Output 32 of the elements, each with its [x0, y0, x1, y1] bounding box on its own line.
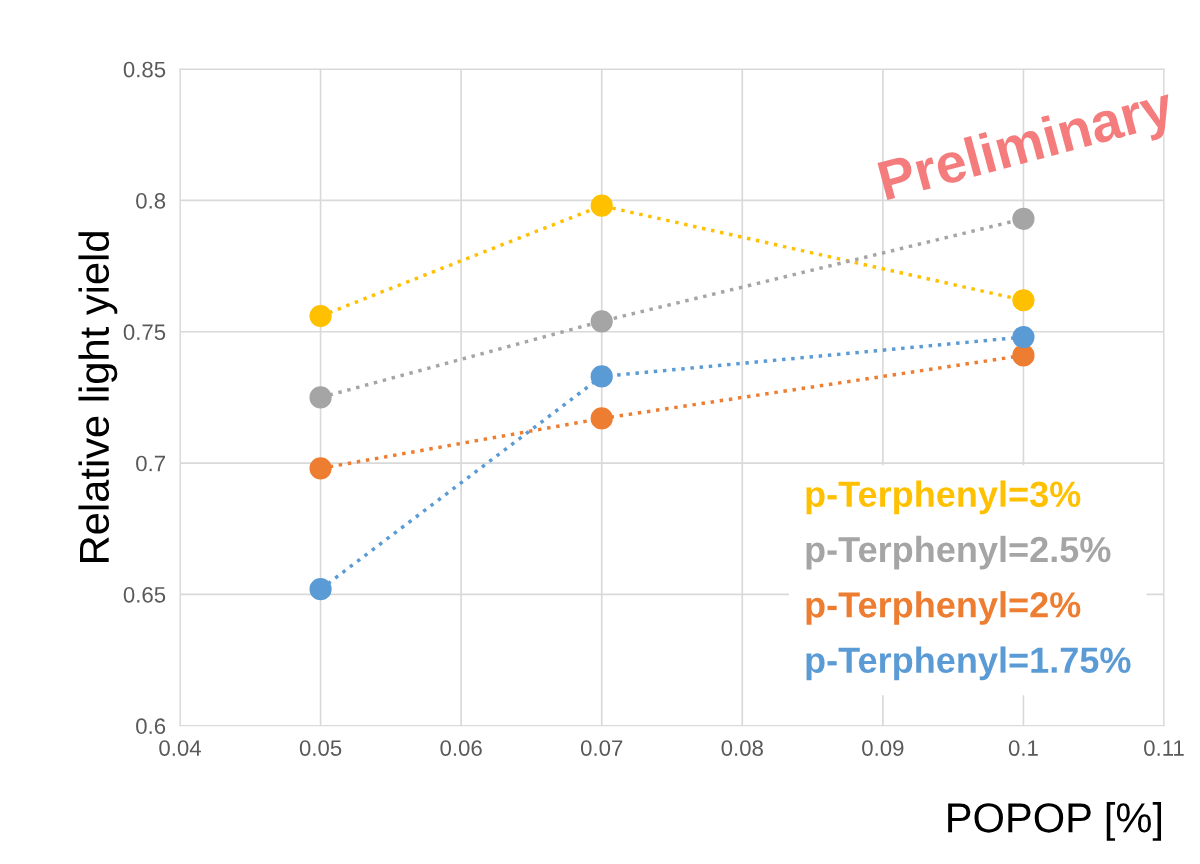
text: p-Terphenyl=2%: [806, 591, 1081, 625]
y-tick-label: 0.65: [123, 586, 166, 603]
point: [1012, 207, 1035, 230]
y-tick-label: 0.8: [136, 192, 166, 209]
y-tick-label: 0.75: [123, 324, 166, 341]
y-tick-label: 0.7: [136, 455, 165, 472]
point: [309, 304, 332, 328]
text: p-Terphenyl=1.75%: [806, 646, 1131, 681]
x-tick-label: 0.09: [862, 740, 904, 756]
x-tick-label: 0.04: [159, 740, 201, 756]
y-tick-label: 0.85: [123, 61, 166, 78]
point: [590, 365, 613, 388]
x-tick-label: 0.11: [1144, 740, 1184, 756]
x-tick-label: 0.05: [299, 740, 342, 756]
x-tick-label: 0.1: [1008, 740, 1038, 756]
x-tick-label: 0.08: [721, 740, 763, 756]
point: [1012, 344, 1035, 367]
y-axis-title: Relative light yield: [78, 232, 118, 562]
text: p-Terphenyl=3%: [806, 480, 1081, 515]
point: [1012, 289, 1035, 312]
point: [590, 407, 613, 430]
point: [309, 386, 332, 409]
x-axis-title: POPOP [%]: [948, 802, 1162, 841]
x-tick-label: 0.07: [580, 740, 623, 756]
point: [590, 194, 613, 217]
point: [1012, 325, 1035, 349]
text: p-Terphenyl=2.5%: [806, 535, 1111, 570]
x-tick-label: 0.06: [440, 740, 482, 756]
point: [309, 578, 332, 601]
point: [309, 457, 332, 480]
y-tick-label: 0.6: [136, 718, 166, 735]
point: [590, 310, 613, 333]
